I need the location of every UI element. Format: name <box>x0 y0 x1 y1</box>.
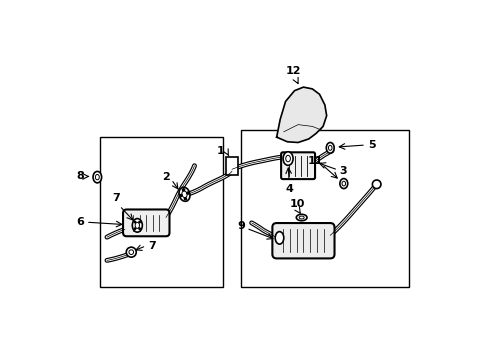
Circle shape <box>139 221 140 223</box>
Ellipse shape <box>339 179 347 189</box>
Ellipse shape <box>179 187 190 201</box>
Ellipse shape <box>285 156 290 162</box>
Bar <box>241 130 408 287</box>
Text: 1: 1 <box>217 147 224 157</box>
Text: 3: 3 <box>339 166 346 176</box>
Circle shape <box>184 198 186 200</box>
Circle shape <box>186 192 189 194</box>
Ellipse shape <box>129 250 133 255</box>
Ellipse shape <box>126 247 136 257</box>
Ellipse shape <box>182 191 187 198</box>
Bar <box>225 157 238 175</box>
Ellipse shape <box>95 175 99 180</box>
Bar <box>100 137 223 287</box>
Circle shape <box>372 180 380 189</box>
Text: 5: 5 <box>367 140 375 150</box>
Ellipse shape <box>325 143 333 153</box>
Text: 8: 8 <box>77 171 84 181</box>
Text: 7: 7 <box>148 241 156 251</box>
Circle shape <box>134 221 136 223</box>
Text: 10: 10 <box>289 199 304 208</box>
Ellipse shape <box>132 219 142 232</box>
Text: 7: 7 <box>112 193 120 203</box>
Text: 12: 12 <box>285 66 301 76</box>
Circle shape <box>180 194 182 197</box>
Ellipse shape <box>135 222 139 228</box>
Circle shape <box>134 228 136 229</box>
Text: 4: 4 <box>285 184 292 194</box>
Text: 9: 9 <box>237 221 244 231</box>
FancyBboxPatch shape <box>123 210 169 236</box>
FancyBboxPatch shape <box>272 223 334 258</box>
Polygon shape <box>276 87 326 143</box>
Circle shape <box>182 189 184 191</box>
Ellipse shape <box>341 181 345 186</box>
Ellipse shape <box>283 152 292 165</box>
Ellipse shape <box>299 216 304 219</box>
Ellipse shape <box>296 214 306 221</box>
Circle shape <box>139 228 140 229</box>
FancyBboxPatch shape <box>281 152 314 179</box>
Text: 6: 6 <box>77 217 84 227</box>
Ellipse shape <box>275 231 283 244</box>
Text: 11: 11 <box>307 157 323 166</box>
Ellipse shape <box>328 145 331 150</box>
Ellipse shape <box>93 171 102 183</box>
Text: 2: 2 <box>162 172 169 182</box>
